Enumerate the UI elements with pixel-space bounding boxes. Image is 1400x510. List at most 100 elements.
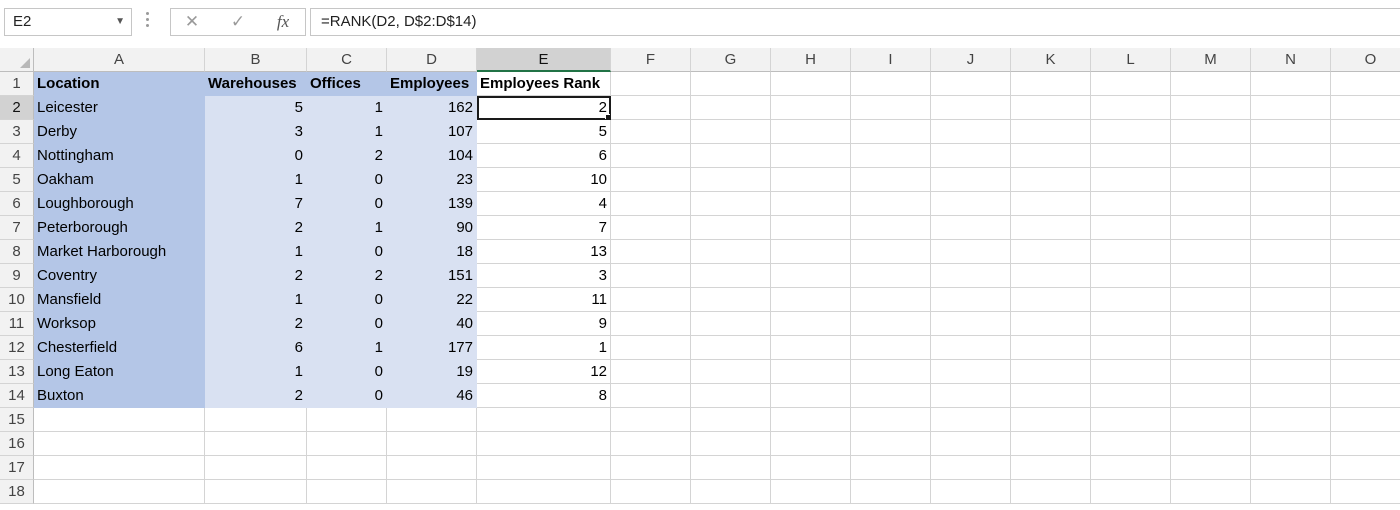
cell-f14[interactable] [611, 384, 691, 408]
cell-k6[interactable] [1011, 192, 1091, 216]
column-header-m[interactable]: M [1171, 48, 1251, 72]
cell-j13[interactable] [931, 360, 1011, 384]
cell-g10[interactable] [691, 288, 771, 312]
cell-l15[interactable] [1091, 408, 1171, 432]
column-header-g[interactable]: G [691, 48, 771, 72]
cell-d12[interactable]: 177 [387, 336, 477, 360]
cell-h10[interactable] [771, 288, 851, 312]
cell-h14[interactable] [771, 384, 851, 408]
cell-m7[interactable] [1171, 216, 1251, 240]
cell-f12[interactable] [611, 336, 691, 360]
cell-h18[interactable] [771, 480, 851, 504]
cell-j4[interactable] [931, 144, 1011, 168]
cell-g17[interactable] [691, 456, 771, 480]
cell-g9[interactable] [691, 264, 771, 288]
column-header-d[interactable]: D [387, 48, 477, 72]
cell-d15[interactable] [387, 408, 477, 432]
cell-b1[interactable]: Warehouses [205, 72, 307, 96]
cell-i15[interactable] [851, 408, 931, 432]
cell-n8[interactable] [1251, 240, 1331, 264]
cell-m15[interactable] [1171, 408, 1251, 432]
cell-l10[interactable] [1091, 288, 1171, 312]
cell-d7[interactable]: 90 [387, 216, 477, 240]
cell-o17[interactable] [1331, 456, 1400, 480]
cell-d16[interactable] [387, 432, 477, 456]
cell-o16[interactable] [1331, 432, 1400, 456]
row-header-18[interactable]: 18 [0, 480, 34, 504]
cell-e9[interactable]: 3 [477, 264, 611, 288]
cell-j10[interactable] [931, 288, 1011, 312]
column-header-n[interactable]: N [1251, 48, 1331, 72]
cell-a7[interactable]: Peterborough [34, 216, 205, 240]
cell-o13[interactable] [1331, 360, 1400, 384]
cell-m5[interactable] [1171, 168, 1251, 192]
cell-k16[interactable] [1011, 432, 1091, 456]
column-header-l[interactable]: L [1091, 48, 1171, 72]
cell-n16[interactable] [1251, 432, 1331, 456]
row-header-14[interactable]: 14 [0, 384, 34, 408]
cell-l11[interactable] [1091, 312, 1171, 336]
cell-e15[interactable] [477, 408, 611, 432]
cell-g14[interactable] [691, 384, 771, 408]
cell-c10[interactable]: 0 [307, 288, 387, 312]
cell-d9[interactable]: 151 [387, 264, 477, 288]
cell-k7[interactable] [1011, 216, 1091, 240]
cell-e11[interactable]: 9 [477, 312, 611, 336]
cell-e8[interactable]: 13 [477, 240, 611, 264]
cell-m18[interactable] [1171, 480, 1251, 504]
cell-h9[interactable] [771, 264, 851, 288]
cell-e1[interactable]: Employees Rank [477, 72, 611, 96]
cell-c9[interactable]: 2 [307, 264, 387, 288]
cell-c12[interactable]: 1 [307, 336, 387, 360]
column-header-a[interactable]: A [34, 48, 205, 72]
cell-n14[interactable] [1251, 384, 1331, 408]
cell-b10[interactable]: 1 [205, 288, 307, 312]
cell-l9[interactable] [1091, 264, 1171, 288]
cell-o11[interactable] [1331, 312, 1400, 336]
column-header-c[interactable]: C [307, 48, 387, 72]
cell-k15[interactable] [1011, 408, 1091, 432]
cell-d14[interactable]: 46 [387, 384, 477, 408]
cell-j7[interactable] [931, 216, 1011, 240]
drag-handle-icon[interactable] [146, 12, 150, 32]
cell-c1[interactable]: Offices [307, 72, 387, 96]
cell-k9[interactable] [1011, 264, 1091, 288]
cell-h4[interactable] [771, 144, 851, 168]
cell-n10[interactable] [1251, 288, 1331, 312]
cell-o8[interactable] [1331, 240, 1400, 264]
cell-i17[interactable] [851, 456, 931, 480]
cell-h8[interactable] [771, 240, 851, 264]
cell-h16[interactable] [771, 432, 851, 456]
cell-m6[interactable] [1171, 192, 1251, 216]
cell-l17[interactable] [1091, 456, 1171, 480]
cell-o3[interactable] [1331, 120, 1400, 144]
cell-a10[interactable]: Mansfield [34, 288, 205, 312]
cell-i9[interactable] [851, 264, 931, 288]
cell-j9[interactable] [931, 264, 1011, 288]
cell-f3[interactable] [611, 120, 691, 144]
cell-g2[interactable] [691, 96, 771, 120]
cell-h13[interactable] [771, 360, 851, 384]
cell-i14[interactable] [851, 384, 931, 408]
cell-j5[interactable] [931, 168, 1011, 192]
cell-m16[interactable] [1171, 432, 1251, 456]
cell-i7[interactable] [851, 216, 931, 240]
cell-d2[interactable]: 162 [387, 96, 477, 120]
cell-a13[interactable]: Long Eaton [34, 360, 205, 384]
cell-k10[interactable] [1011, 288, 1091, 312]
cell-d13[interactable]: 19 [387, 360, 477, 384]
cell-l7[interactable] [1091, 216, 1171, 240]
cell-i1[interactable] [851, 72, 931, 96]
cell-f18[interactable] [611, 480, 691, 504]
cell-o1[interactable] [1331, 72, 1400, 96]
cell-b5[interactable]: 1 [205, 168, 307, 192]
cell-i10[interactable] [851, 288, 931, 312]
cell-h15[interactable] [771, 408, 851, 432]
cell-l6[interactable] [1091, 192, 1171, 216]
cell-l16[interactable] [1091, 432, 1171, 456]
cell-o9[interactable] [1331, 264, 1400, 288]
cell-k14[interactable] [1011, 384, 1091, 408]
cell-a11[interactable]: Worksop [34, 312, 205, 336]
cell-h1[interactable] [771, 72, 851, 96]
cell-o2[interactable] [1331, 96, 1400, 120]
